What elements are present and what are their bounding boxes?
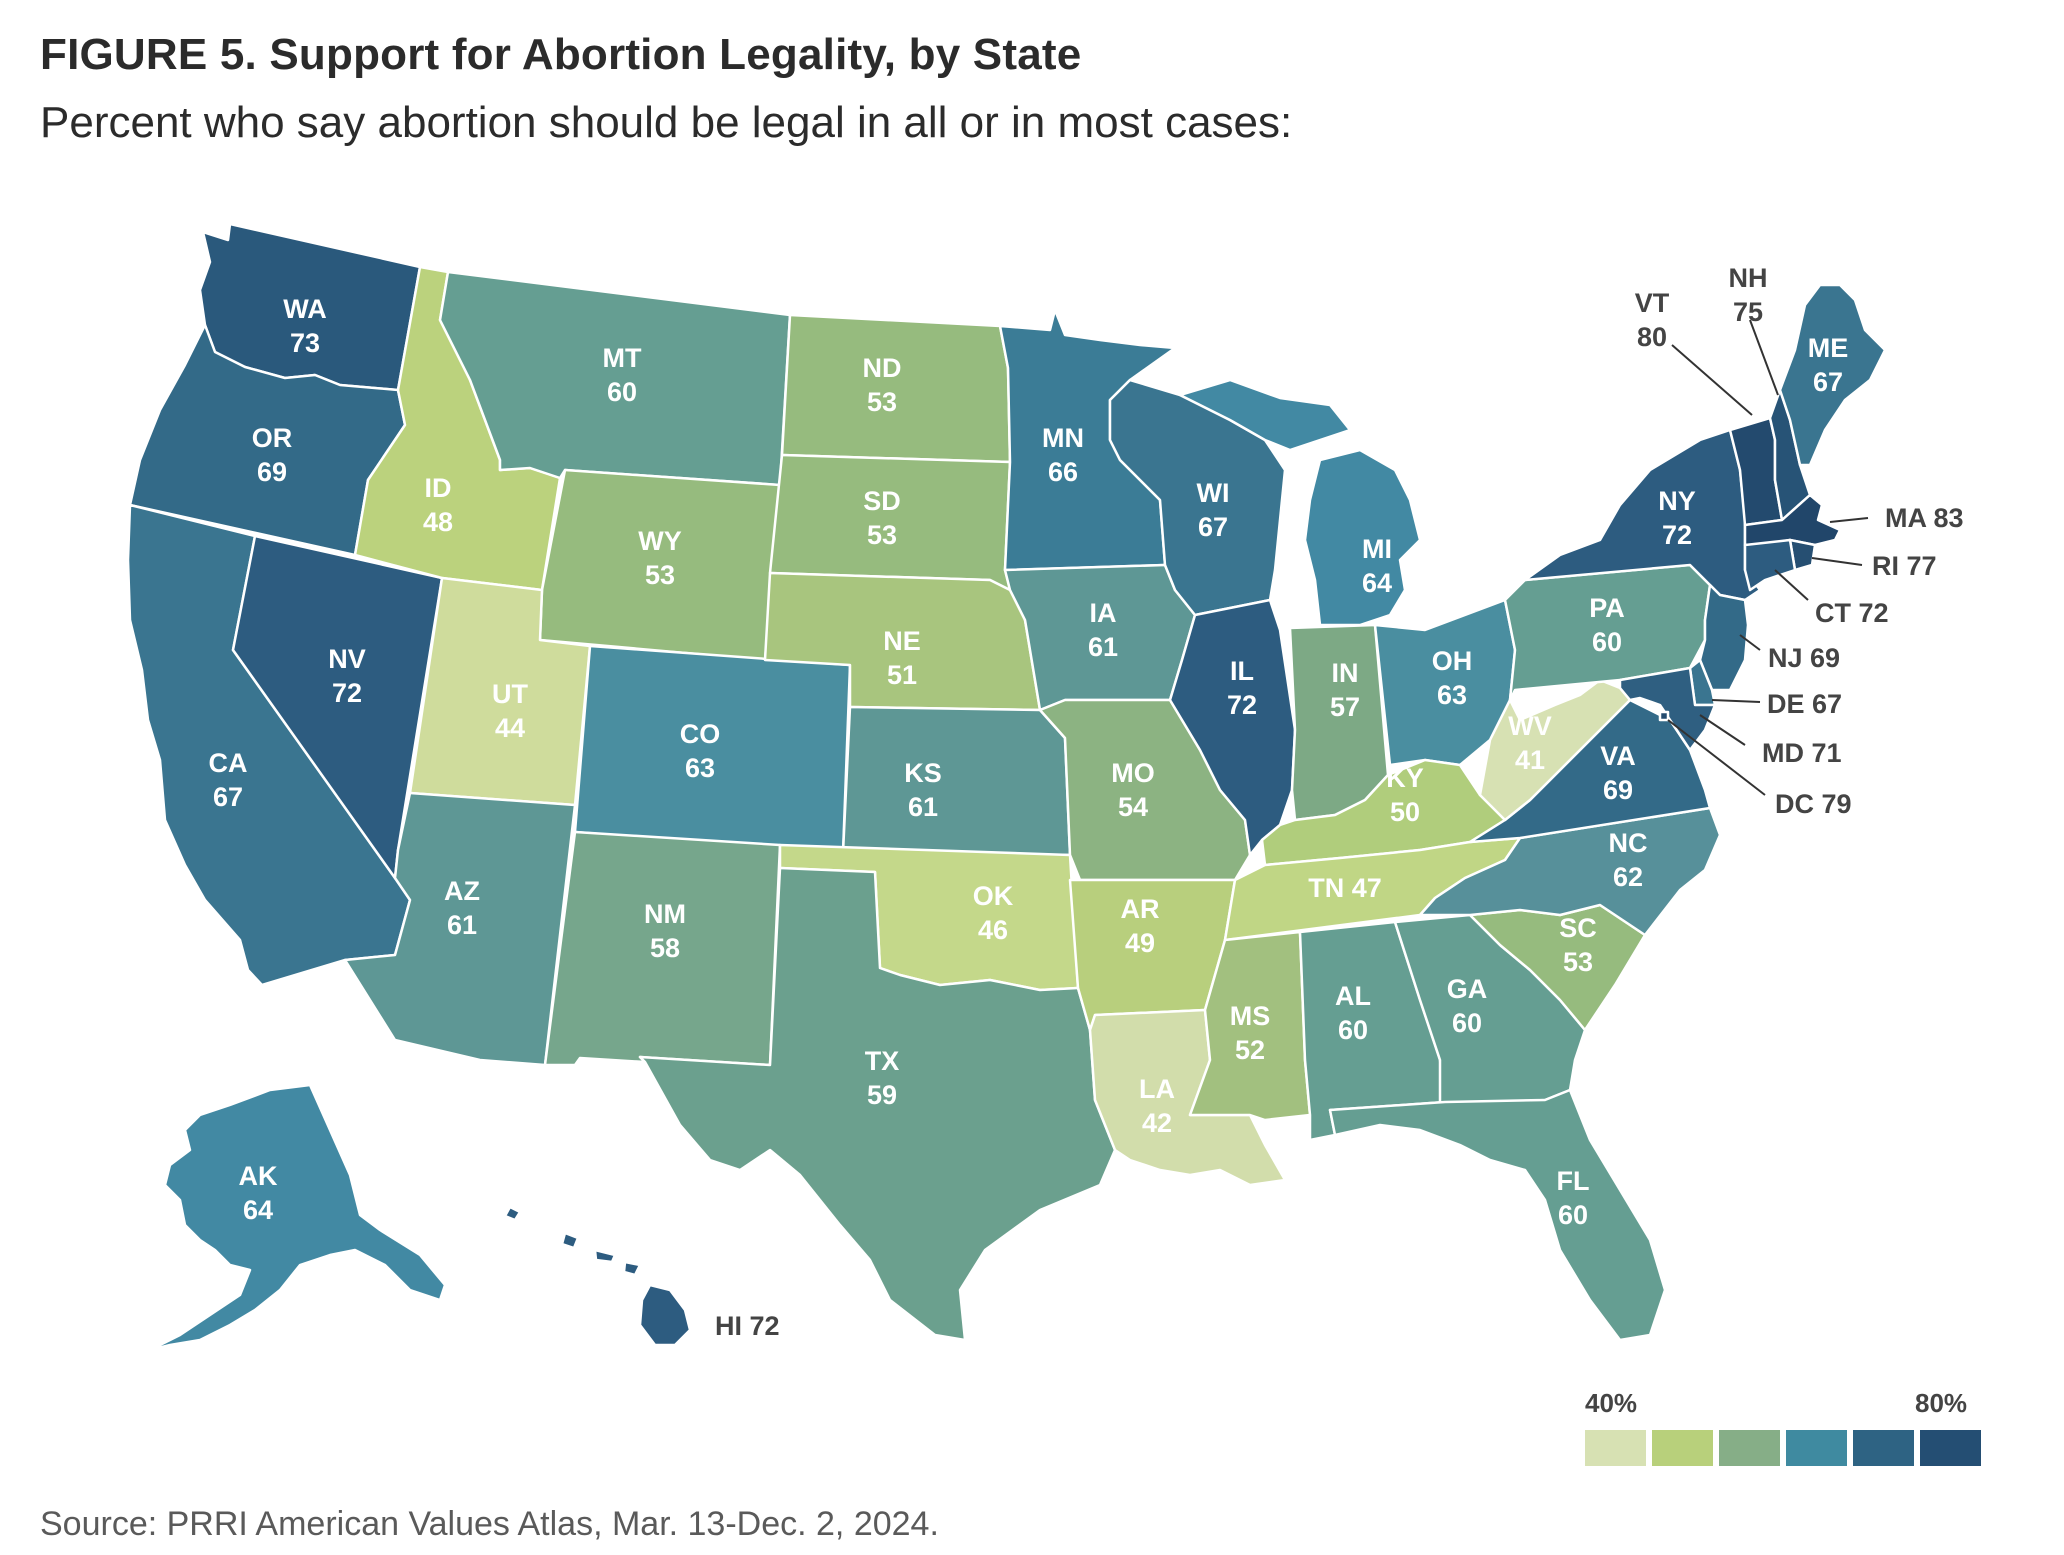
color-legend: 40% 80%: [1585, 1388, 1985, 1468]
legend-swatches: [1585, 1430, 1981, 1466]
label-CA: CA 67: [209, 748, 248, 812]
label-WI: WI 67: [1197, 478, 1230, 542]
leader-DE: [1711, 699, 1761, 703]
label-GA: GA 60: [1447, 974, 1488, 1038]
label-SC: SC 53: [1559, 913, 1597, 977]
label-VA: VA 69: [1600, 741, 1636, 805]
figure-title: FIGURE 5. Support for Abortion Legality,…: [40, 30, 1082, 79]
state-NJ: [1698, 583, 1750, 692]
label-NC: NC 62: [1609, 828, 1648, 892]
leader-lines: [1667, 319, 1869, 796]
label-MI: MI 64: [1362, 534, 1392, 598]
label-AR: AR 49: [1121, 894, 1160, 958]
leader-MA: [1829, 517, 1869, 523]
label-OR: OR 69: [252, 423, 293, 487]
state-ME: [1778, 283, 1887, 467]
label-WV: WV 41: [1508, 711, 1552, 775]
label-MO: MO 54: [1111, 758, 1155, 822]
state-MI: [1178, 378, 1422, 627]
legend-swatch-6: [1920, 1430, 1981, 1466]
legend-swatch-3: [1719, 1430, 1780, 1466]
label-ID: ID 48: [423, 473, 453, 537]
state-NC: [1418, 806, 1722, 937]
label-AL: AL 60: [1335, 981, 1371, 1045]
label-TN: TN 47: [1308, 873, 1382, 903]
state-IL: [1168, 598, 1297, 857]
leader-CT: [1774, 569, 1809, 601]
label-SD: SD 53: [863, 486, 901, 550]
state-CO: [573, 644, 852, 855]
state-AK: [148, 1083, 447, 1352]
legend-high-label: 80%: [1915, 1388, 1968, 1418]
label-FL: FL 60: [1557, 1166, 1590, 1230]
label-ND: ND 53: [863, 353, 902, 417]
label-NY: NY 72: [1658, 486, 1696, 550]
legend-swatch-2: [1652, 1430, 1713, 1466]
state-KS: [841, 705, 1072, 857]
leader-DC: [1667, 719, 1766, 796]
legend-low-label: 40%: [1585, 1388, 1638, 1418]
label-IN: IN 57: [1330, 658, 1360, 722]
state-HI: [503, 1205, 692, 1347]
label-CO: CO 63: [680, 719, 721, 783]
label-WA: WA 73: [283, 294, 327, 358]
label-OK: OK 46: [973, 881, 1014, 945]
state-FL: [1328, 1088, 1667, 1342]
source-note: Source: PRRI American Values Atlas, Mar.…: [40, 1505, 939, 1543]
label-CT: CT 72: [1815, 598, 1889, 628]
label-WY: WY 53: [638, 526, 682, 590]
state-CT: [1743, 538, 1797, 592]
label-AK: AK 64: [239, 1161, 278, 1225]
label-PA: PA 60: [1589, 593, 1625, 657]
legend-swatch-5: [1853, 1430, 1914, 1466]
label-TX: TX 59: [865, 1046, 900, 1110]
label-NE: NE 51: [883, 626, 921, 690]
label-RI: RI 77: [1872, 551, 1937, 581]
label-NJ: NJ 69: [1768, 643, 1840, 673]
state-MD: [1618, 666, 1717, 752]
figure-subtitle: Percent who say abortion should be legal…: [40, 98, 1293, 147]
state-labels: WA 73 OR 69 CA 67 NV 72 ID 48 MT 60 WY 53 UT 44 …: [209, 294, 1849, 1230]
state-DC: [1658, 710, 1670, 722]
leader-NJ: [1739, 634, 1761, 651]
label-OH: OH 63: [1432, 646, 1473, 710]
label-AZ: AZ 61: [444, 876, 480, 940]
label-MS: MS 52: [1230, 1001, 1271, 1065]
label-MA: MA 83: [1885, 503, 1964, 533]
label-HI: HI 72: [715, 1311, 780, 1341]
leader-MD: [1699, 714, 1746, 746]
label-MT: MT 60: [603, 343, 642, 407]
label-UT: UT 44: [492, 679, 528, 743]
legend-swatch-1: [1585, 1430, 1646, 1466]
label-IL: IL 72: [1227, 656, 1257, 720]
leader-NH: [1749, 319, 1779, 396]
label-NM: NM 58: [644, 899, 686, 963]
label-MD: MD 71: [1762, 738, 1842, 768]
label-DC: DC 79: [1775, 789, 1852, 819]
label-NV: NV 72: [328, 644, 366, 708]
state-TX: [638, 866, 1117, 1342]
callout-labels: VT 80 NH 75 MA 83 RI 77 CT 72 NJ 69 DE 67 …: [715, 263, 1964, 1341]
label-KS: KS 61: [904, 758, 942, 822]
label-VT: VT 80: [1635, 288, 1670, 352]
label-DE: DE 67: [1767, 689, 1842, 719]
label-LA: LA 42: [1139, 1074, 1175, 1138]
label-IA: IA 61: [1088, 598, 1118, 662]
leader-RI: [1811, 557, 1863, 566]
leader-VT: [1671, 344, 1753, 416]
legend-swatch-4: [1786, 1430, 1847, 1466]
label-MN: MN 66: [1042, 423, 1084, 487]
label-NH: NH 75: [1729, 263, 1768, 327]
state-shapes: [126, 222, 1887, 1352]
label-KY: KY 50: [1386, 763, 1424, 827]
label-ME: ME 67: [1808, 333, 1849, 397]
